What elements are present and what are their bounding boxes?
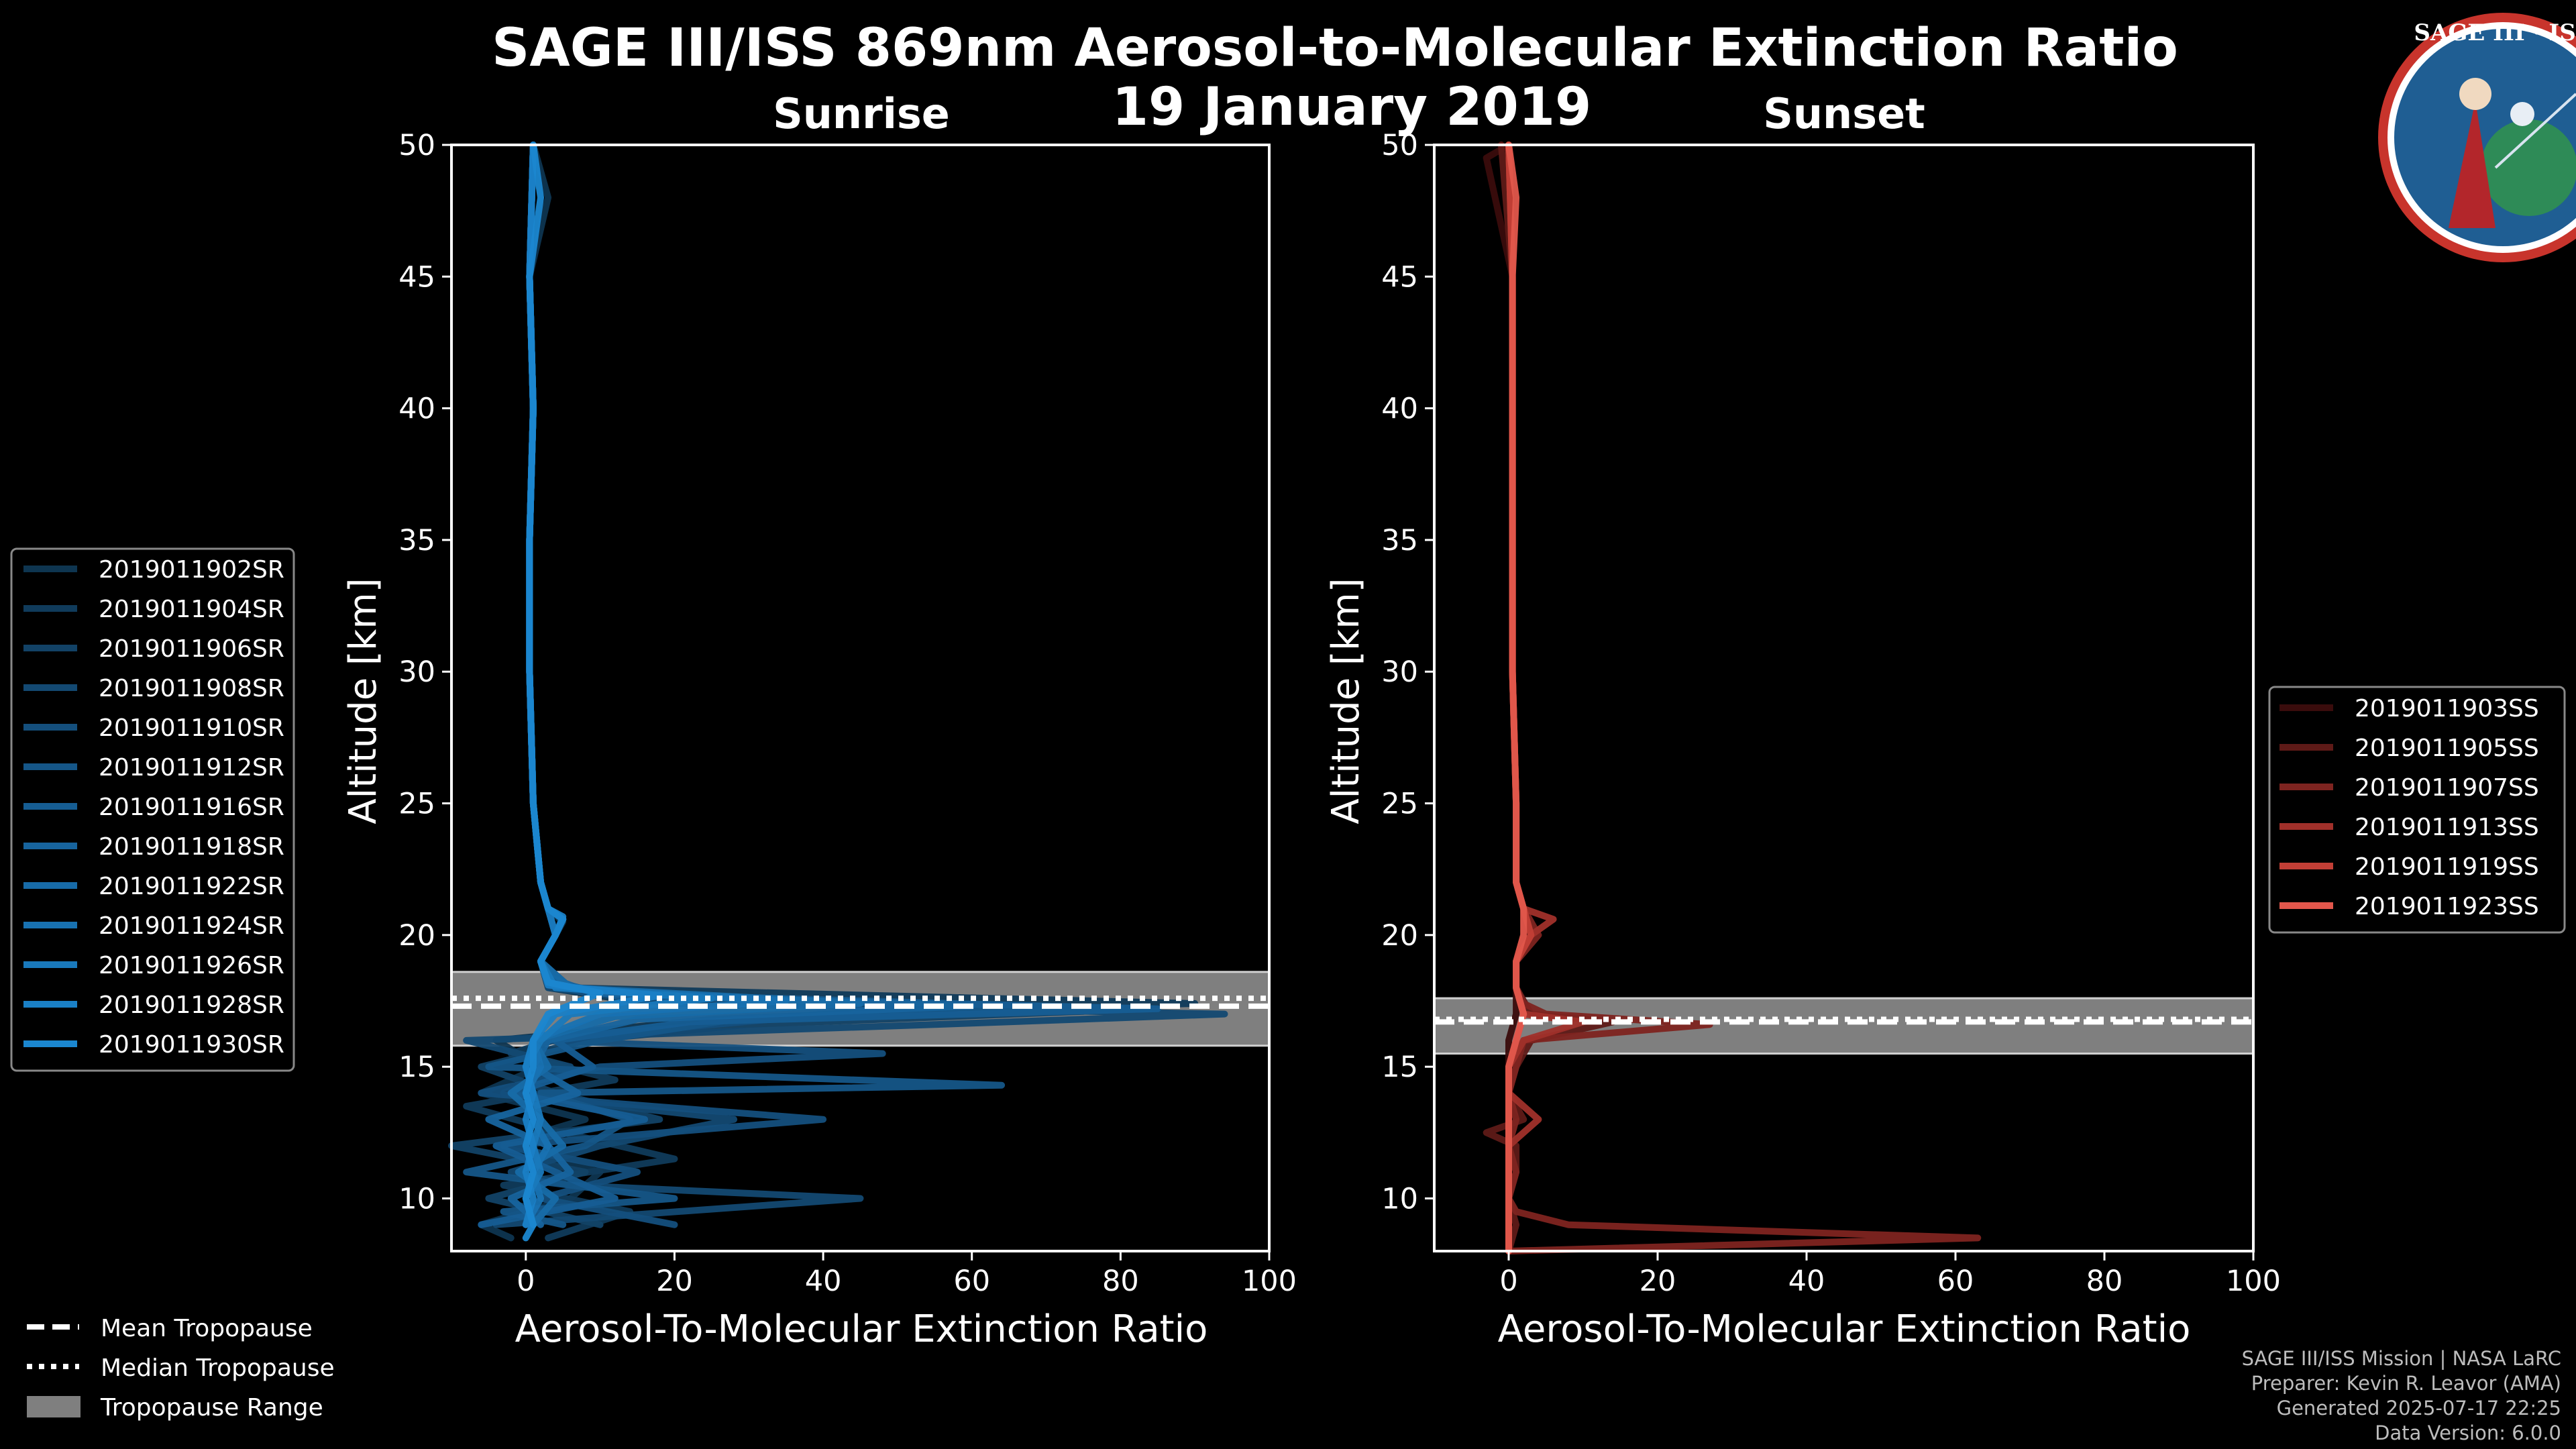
figure-date: 19 January 2019 [1112, 77, 1592, 138]
sunset-panel: Sunset Aerosol-To-Molecular Extinction R… [1324, 89, 2281, 1351]
sunrise-y-tick-label: 15 [398, 1051, 435, 1084]
footer-generated: Generated 2025-07-17 22:25 [2277, 1397, 2561, 1419]
legend-label-2019011913SS: 2019011913SS [2355, 814, 2539, 841]
legend-label-2019011904SR: 2019011904SR [99, 596, 284, 623]
legend-label-2019011922SR: 2019011922SR [99, 873, 284, 900]
logo-text: SAGE III · ISS [2414, 19, 2576, 46]
legend-label-2019011908SR: 2019011908SR [99, 675, 284, 702]
sunset-y-tick-label: 40 [1381, 392, 1418, 426]
legend-label-2019011912SR: 2019011912SR [99, 754, 284, 782]
sunrise-x-tick-label: 20 [656, 1265, 693, 1298]
sunset-y-tick-label: 30 [1381, 655, 1418, 689]
tropopause-legend: Mean Tropopause Median Tropopause Tropop… [27, 1315, 335, 1421]
legend-label-2019011907SS: 2019011907SS [2355, 774, 2539, 802]
legend-label-2019011930SR: 2019011930SR [99, 1031, 284, 1059]
sunrise-panel-title: Sunrise [773, 89, 950, 138]
legend-label-2019011916SR: 2019011916SR [99, 794, 284, 821]
sunrise-axes-frame [450, 144, 1271, 1252]
series-line-2019011930SR [522, 142, 604, 1242]
sunset-x-tick-label: 40 [1788, 1265, 1825, 1298]
sunset-x-tick-label: 80 [2086, 1265, 2123, 1298]
sunset-y-tick-label: 10 [1381, 1182, 1418, 1216]
sunrise-x-tick-label: 100 [1242, 1265, 1297, 1298]
sunrise-y-tick-label: 25 [398, 788, 435, 821]
sunset-y-tick-label: 50 [1381, 129, 1418, 162]
tropopause-legend-median-label: Median Tropopause [101, 1354, 335, 1382]
footer-preparer: Preparer: Kevin R. Leavor (AMA) [2251, 1372, 2561, 1395]
sunset-x-tick-label: 100 [2226, 1265, 2281, 1298]
sunrise-legend-frame [10, 547, 295, 1072]
sunrise-legend: 2019011902SR 2019011904SR 2019011906SR 2019… [10, 547, 295, 1072]
footer: SAGE III/ISS Mission | NASA LaRC Prepare… [2242, 1347, 2561, 1444]
logo-figure-head-icon [2459, 78, 2491, 110]
figure-title: SAGE III/ISS 869nm Aerosol-to-Molecular … [492, 18, 2178, 78]
sunset-axes-frame [1433, 144, 2255, 1252]
legend-label-2019011905SS: 2019011905SS [2355, 735, 2539, 762]
sunset-x-axis-label: Aerosol-To-Molecular Extinction Ratio [1498, 1307, 2191, 1351]
sunset-y-tick-label: 35 [1381, 524, 1418, 557]
sunrise-x-tick-label: 60 [953, 1265, 990, 1298]
sunrise-y-tick-label: 35 [398, 524, 435, 557]
logo-beam-icon [2494, 93, 2576, 169]
tropopause-legend-mean-label: Mean Tropopause [101, 1315, 313, 1342]
logo-moon-icon [2510, 102, 2534, 126]
sunrise-y-tick-label: 45 [398, 260, 435, 294]
sunset-legend: 2019011903SS 2019011905SS 2019011907SS 2019… [2268, 686, 2566, 934]
sunset-x-tick-label: 20 [1640, 1265, 1676, 1298]
sunset-x-tick-label: 0 [1499, 1265, 1517, 1298]
series-line-2019011923SS [1505, 142, 1527, 1254]
sunrise-y-tick-label: 50 [398, 129, 435, 162]
sunset-y-tick-label: 45 [1381, 260, 1418, 294]
footer-data-version: Data Version: 6.0.0 [2375, 1421, 2561, 1444]
sunrise-x-tick-label: 0 [517, 1265, 535, 1298]
legend-label-2019011923SS: 2019011923SS [2355, 893, 2539, 920]
sunrise-x-tick-label: 80 [1102, 1265, 1139, 1298]
sunset-panel-title: Sunset [1763, 89, 1925, 138]
sunrise-y-tick-label: 10 [398, 1182, 435, 1216]
footer-mission: SAGE III/ISS Mission | NASA LaRC [2242, 1347, 2561, 1370]
sunset-y-tick-label: 25 [1381, 788, 1418, 821]
sunset-plot-area [1434, 145, 2253, 1251]
sunrise-y-tick-label: 40 [398, 392, 435, 426]
sunset-y-axis-label: Altitude [km] [1324, 578, 1368, 824]
sunset-legend-entries: 2019011903SS 2019011905SS 2019011907SS 2019… [2279, 695, 2539, 920]
sunset-x-tick-label: 60 [1937, 1265, 1974, 1298]
sunrise-y-tick-label: 20 [398, 919, 435, 953]
logo-figure-icon [2449, 101, 2496, 228]
sunset-legend-frame [2268, 686, 2566, 934]
legend-label-2019011906SR: 2019011906SR [99, 635, 284, 663]
legend-label-2019011924SR: 2019011924SR [99, 912, 284, 940]
sage-iii-iss-logo: SAGE III · ISS [2378, 13, 2576, 262]
sunrise-legend-entries: 2019011902SR 2019011904SR 2019011906SR 2019… [23, 556, 284, 1059]
legend-label-2019011902SR: 2019011902SR [99, 556, 284, 584]
sunrise-x-tick-label: 40 [805, 1265, 842, 1298]
sunrise-panel: Sunrise Aerosol-To-Molecular Extinction … [341, 89, 1297, 1351]
tropopause-legend-range-label: Tropopause Range [100, 1394, 323, 1421]
logo-earth-icon [2481, 119, 2576, 216]
legend-label-2019011918SR: 2019011918SR [99, 833, 284, 861]
sunrise-y-tick-label: 30 [398, 655, 435, 689]
sunrise-y-axis-label: Altitude [km] [341, 578, 385, 824]
sunset-y-tick-label: 15 [1381, 1051, 1418, 1084]
legend-label-2019011928SR: 2019011928SR [99, 991, 284, 1019]
legend-label-2019011919SS: 2019011919SS [2355, 853, 2539, 881]
legend-label-2019011926SR: 2019011926SR [99, 952, 284, 979]
legend-label-2019011910SR: 2019011910SR [99, 714, 284, 742]
sunset-tropopause-range [1433, 997, 2255, 1055]
sunset-y-tick-label: 20 [1381, 919, 1418, 953]
legend-label-2019011903SS: 2019011903SS [2355, 695, 2539, 722]
tropopause-legend-range-swatch [27, 1396, 80, 1417]
sunrise-x-axis-label: Aerosol-To-Molecular Extinction Ratio [515, 1307, 1208, 1351]
